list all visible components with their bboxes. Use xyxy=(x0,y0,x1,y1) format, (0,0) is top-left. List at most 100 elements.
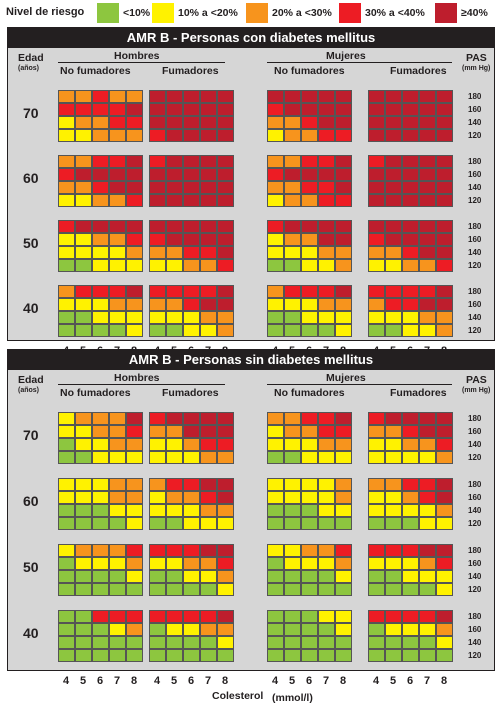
risk-cell xyxy=(149,623,166,636)
age-label: 50 xyxy=(23,235,39,251)
risk-cell xyxy=(301,451,318,464)
risk-cell xyxy=(368,504,385,517)
risk-cell xyxy=(75,181,92,194)
sbp-tick-label: 160 xyxy=(468,559,482,568)
risk-cell xyxy=(318,557,335,570)
risk-cell xyxy=(402,311,419,324)
risk-cell xyxy=(109,298,126,311)
risk-cell xyxy=(284,116,301,129)
cholesterol-tick-label: 7 xyxy=(114,675,121,687)
risk-cell xyxy=(402,233,419,246)
chart-panel-no-diabetes: AMR B - Personas sin diabetes mellitus Ed… xyxy=(7,349,495,704)
risk-cell xyxy=(217,412,234,425)
risk-cell xyxy=(58,168,75,181)
men-divider xyxy=(58,62,225,63)
risk-grid xyxy=(267,90,352,142)
risk-cell xyxy=(166,412,183,425)
risk-cell xyxy=(75,438,92,451)
risk-cell xyxy=(58,311,75,324)
risk-cell xyxy=(183,324,200,337)
risk-grid xyxy=(149,285,234,337)
risk-cell xyxy=(284,636,301,649)
legend-label: 30% a <40% xyxy=(365,7,425,19)
risk-cell xyxy=(385,557,402,570)
risk-cell xyxy=(166,610,183,623)
risk-cell xyxy=(436,623,453,636)
risk-cell xyxy=(92,544,109,557)
risk-cell xyxy=(200,194,217,207)
risk-cell xyxy=(267,220,284,233)
risk-cell xyxy=(301,623,318,636)
risk-cell xyxy=(284,610,301,623)
risk-cell xyxy=(58,259,75,272)
risk-cell xyxy=(200,425,217,438)
risk-cell xyxy=(368,233,385,246)
risk-cell xyxy=(419,298,436,311)
risk-cell xyxy=(126,583,143,596)
risk-cell xyxy=(217,259,234,272)
risk-cell xyxy=(183,425,200,438)
risk-cell xyxy=(436,194,453,207)
risk-cell xyxy=(92,583,109,596)
risk-cell xyxy=(419,636,436,649)
risk-cell xyxy=(419,610,436,623)
risk-cell xyxy=(58,425,75,438)
risk-cell xyxy=(75,246,92,259)
risk-cell xyxy=(335,285,352,298)
risk-cell xyxy=(267,438,284,451)
risk-grid xyxy=(149,610,234,662)
risk-cell xyxy=(109,517,126,530)
risk-cell xyxy=(284,181,301,194)
risk-cell xyxy=(267,636,284,649)
legend-label: ≥40% xyxy=(461,7,488,19)
risk-cell xyxy=(318,285,335,298)
cholesterol-tick-label: 7 xyxy=(323,675,330,687)
risk-grid xyxy=(267,478,352,530)
risk-cell xyxy=(402,451,419,464)
risk-grid xyxy=(149,544,234,596)
risk-cell xyxy=(75,103,92,116)
risk-cell xyxy=(183,116,200,129)
sbp-tick-label: 160 xyxy=(468,170,482,179)
risk-cell xyxy=(166,103,183,116)
risk-cell xyxy=(217,557,234,570)
sbp-tick-label: 120 xyxy=(468,453,482,462)
risk-cell xyxy=(284,233,301,246)
risk-cell xyxy=(436,116,453,129)
age-label: 40 xyxy=(23,625,39,641)
risk-cell xyxy=(368,451,385,464)
risk-cell xyxy=(183,155,200,168)
risk-cell xyxy=(109,649,126,662)
risk-cell xyxy=(385,623,402,636)
sbp-tick-label: 180 xyxy=(468,480,482,489)
risk-cell xyxy=(318,90,335,103)
age-label: 50 xyxy=(23,559,39,575)
risk-cell xyxy=(217,116,234,129)
risk-cell xyxy=(200,478,217,491)
risk-cell xyxy=(284,649,301,662)
risk-cell xyxy=(419,220,436,233)
sbp-tick-label: 140 xyxy=(468,118,482,127)
risk-cell xyxy=(267,570,284,583)
risk-cell xyxy=(385,103,402,116)
risk-cell xyxy=(318,233,335,246)
risk-cell xyxy=(402,116,419,129)
risk-cell xyxy=(436,438,453,451)
risk-cell xyxy=(58,285,75,298)
risk-cell xyxy=(109,504,126,517)
risk-cell xyxy=(301,311,318,324)
risk-cell xyxy=(109,610,126,623)
risk-cell xyxy=(149,298,166,311)
risk-cell xyxy=(166,451,183,464)
risk-cell xyxy=(335,451,352,464)
risk-cell xyxy=(385,129,402,142)
risk-cell xyxy=(385,220,402,233)
sbp-axis-label: PAS xyxy=(466,374,487,386)
risk-cell xyxy=(200,259,217,272)
risk-cell xyxy=(301,194,318,207)
legend-title: Nivel de riesgo xyxy=(6,6,85,18)
risk-cell xyxy=(166,649,183,662)
risk-cell xyxy=(166,298,183,311)
risk-cell xyxy=(419,438,436,451)
risk-cell xyxy=(75,412,92,425)
